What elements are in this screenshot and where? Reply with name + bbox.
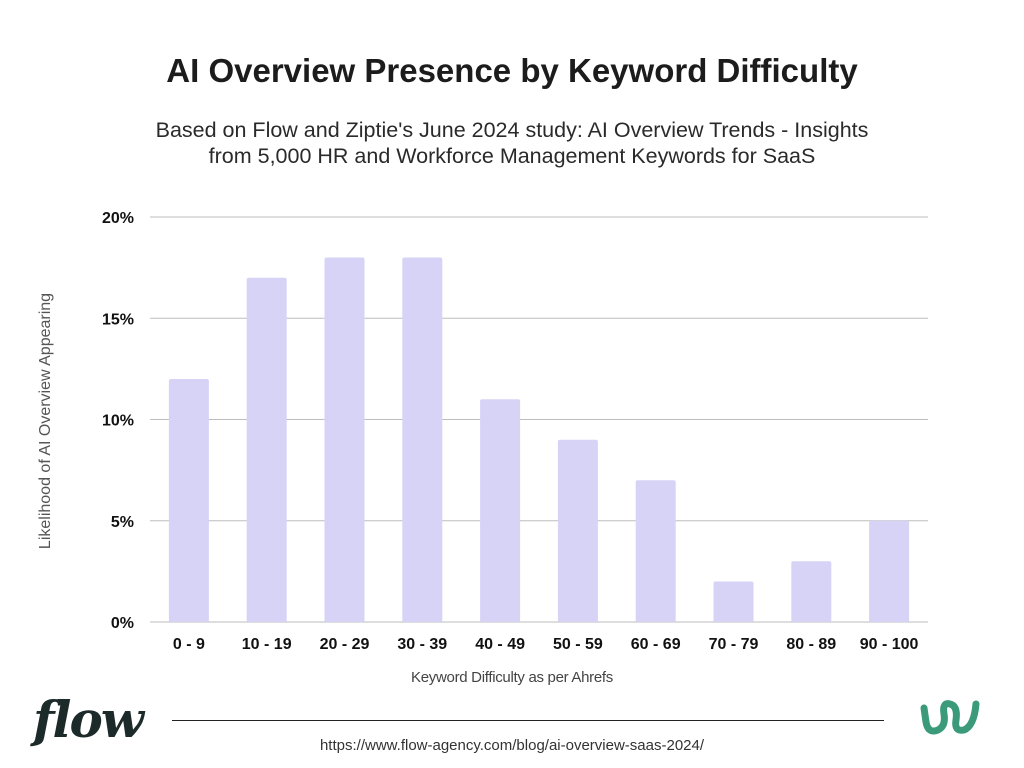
x-tick-labels: 0 - 9 10 - 19 20 - 29 30 - 39 40 - 49 50 - 59… — [173, 636, 919, 653]
chart-title: AI Overview Presence by Keyword Difficul… — [166, 52, 858, 89]
subtitle-line-2: from 5,000 HR and Workforce Management K… — [208, 144, 816, 168]
x-tick-label: 30 - 39 — [397, 636, 447, 653]
x-tick-label: 70 - 79 — [709, 636, 759, 653]
bar — [791, 561, 832, 622]
x-tick-label: 40 - 49 — [475, 636, 525, 653]
bar — [324, 257, 365, 622]
bar — [246, 277, 287, 622]
bar — [402, 257, 443, 622]
bar — [480, 399, 521, 622]
x-tick-label: 20 - 29 — [320, 636, 370, 653]
chart-subtitle: Based on Flow and Ziptie's June 2024 stu… — [62, 117, 962, 169]
y-tick-label: 5% — [111, 514, 134, 531]
subtitle-line-1: Based on Flow and Ziptie's June 2024 stu… — [155, 118, 869, 142]
y-axis-label: Likelihood of AI Overview Appearing — [37, 293, 54, 549]
x-tick-label: 10 - 19 — [242, 636, 292, 653]
x-tick-label: 90 - 100 — [860, 636, 919, 653]
bars — [168, 257, 910, 622]
bar — [713, 581, 754, 622]
footer-url: https://www.flow-agency.com/blog/ai-over… — [319, 737, 705, 754]
bar — [869, 520, 910, 622]
y-tick-labels: 0% 5% 10% 15% 20% — [102, 210, 134, 632]
flow-logo: flow — [33, 690, 144, 749]
y-tick-label: 20% — [102, 210, 134, 227]
x-tick-label: 60 - 69 — [631, 636, 681, 653]
bar — [557, 439, 598, 622]
x-tick-label: 50 - 59 — [553, 636, 603, 653]
x-tick-label: 0 - 9 — [173, 636, 205, 653]
x-tick-label: 80 - 89 — [786, 636, 836, 653]
bar-chart: 0% 5% 10% 15% 20% 0 - 9 10 - 19 20 - 29 30 - 39… — [37, 210, 928, 653]
x-axis-label: Keyword Difficulty as per Ahrefs — [411, 669, 613, 686]
bar — [635, 480, 676, 622]
y-tick-label: 0% — [111, 615, 134, 632]
footer-divider — [172, 720, 884, 721]
bar — [168, 379, 209, 622]
y-tick-label: 15% — [102, 311, 134, 328]
ziptie-logo-icon — [920, 700, 980, 735]
y-tick-label: 10% — [102, 413, 134, 430]
